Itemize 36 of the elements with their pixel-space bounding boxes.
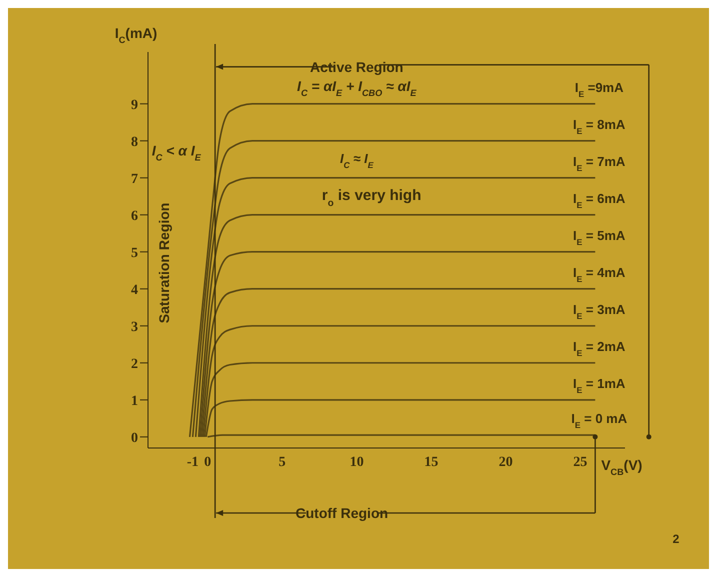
- y-tick-label: 9: [131, 98, 138, 113]
- y-tick-label: 4: [131, 282, 138, 298]
- x-tick-label: 20: [498, 454, 513, 470]
- y-tick-label: 6: [131, 208, 138, 224]
- series-label: I$_{E}$ =9mA: [574, 80, 624, 99]
- series-label: I$_{E}$ = 7mA: [573, 154, 626, 173]
- annotation: Saturation Region: [156, 202, 172, 324]
- y-tick-label: 7: [131, 172, 138, 187]
- series-label: I$_{E}$ = 3mA: [573, 302, 626, 321]
- y-tick-label: 8: [131, 134, 138, 150]
- series-label: I$_{E}$ = 1mA: [573, 376, 626, 395]
- y-tick-label: 2: [131, 356, 138, 372]
- annotation: I$_{C}$ < α I$_{E}$: [152, 142, 202, 163]
- x-tick-label: 0: [204, 454, 212, 470]
- series-label: I$_{E}$ = 6mA: [573, 190, 626, 210]
- y-tick-label: 5: [131, 246, 138, 261]
- series-label: I$_{E}$ = 2mA: [573, 338, 626, 358]
- series-label: I$_{E}$ = 5mA: [573, 228, 626, 247]
- text: 2: [672, 532, 680, 546]
- text: Cutoff Region: [296, 505, 388, 521]
- x-tick-label: 5: [278, 454, 286, 470]
- annotation: I$_{C}$ ≈ I$_{E}$: [340, 151, 374, 170]
- series-label: I$_{E}$ = 0 mA: [571, 411, 628, 430]
- y-tick-label: 0: [131, 430, 138, 446]
- series-label: I$_{E}$ = 4mA: [573, 264, 626, 284]
- series-label: I$_{E}$ = 8mA: [573, 116, 626, 136]
- x-axis-title: V$_{CB}$(V): [601, 457, 642, 477]
- annotation: I$_{C}$ = αI$_{E}$ + I$_{CBO}$ ≈ αI$_{E}$: [297, 78, 418, 98]
- x-tick-label: 25: [573, 454, 588, 470]
- x-tick-label: 15: [424, 454, 438, 470]
- x-tick-label: 10: [350, 454, 364, 470]
- y-tick-label: 3: [131, 320, 138, 335]
- y-axis-title: I$_{C}$(mA): [114, 25, 158, 45]
- x-tick-label: -1: [186, 454, 199, 470]
- y-tick-label: 1: [131, 394, 138, 409]
- annotation: r$_{o}$ is very high: [322, 187, 422, 209]
